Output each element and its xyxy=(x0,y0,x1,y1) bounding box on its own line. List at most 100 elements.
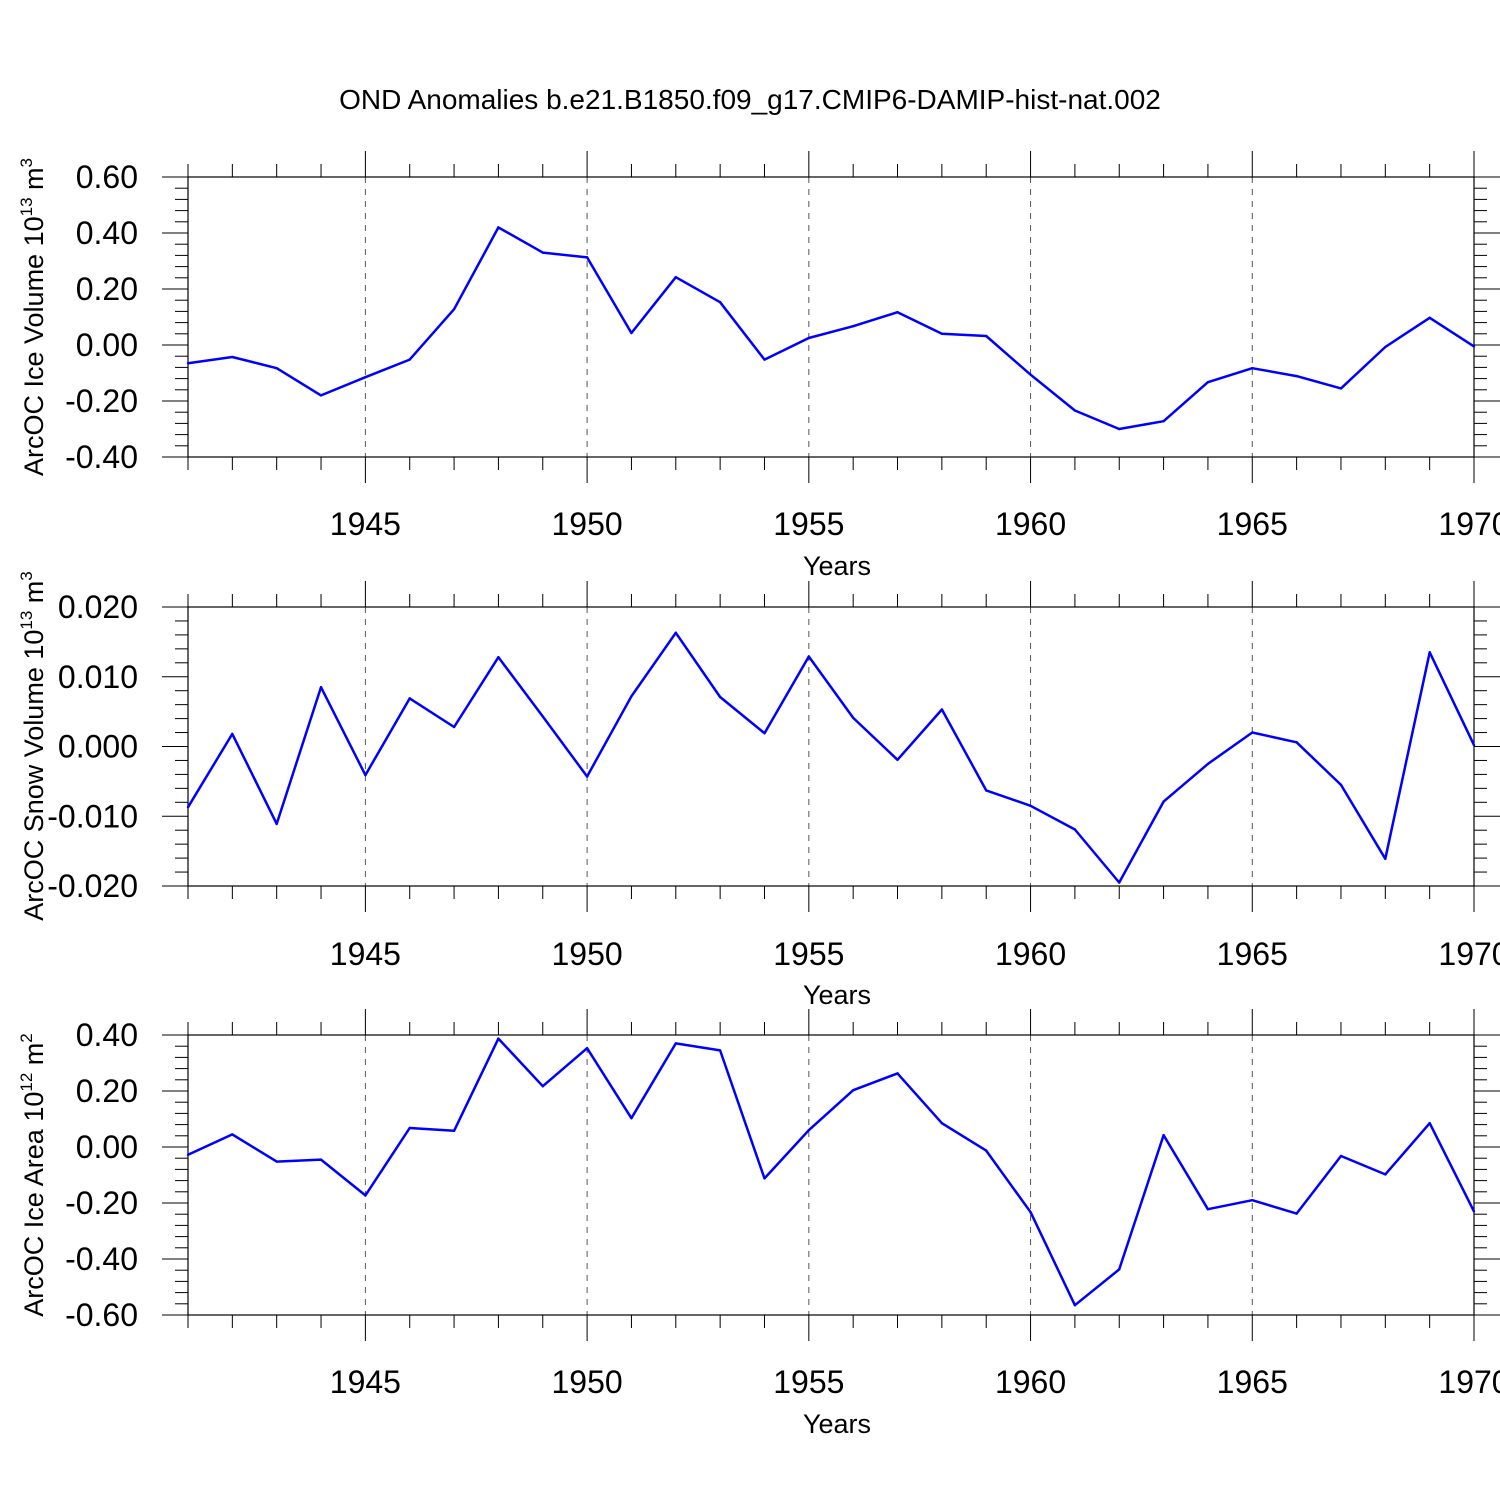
data-point xyxy=(940,332,944,335)
y-tick-label: 0.00 xyxy=(76,1129,138,1165)
data-point xyxy=(186,805,190,809)
data-point xyxy=(763,732,766,735)
data-point xyxy=(1384,857,1387,860)
data-point xyxy=(364,773,367,777)
x-axis-title: Years xyxy=(803,980,871,1010)
x-tick-label: 1950 xyxy=(552,506,623,542)
data-point xyxy=(896,311,899,314)
data-point xyxy=(408,697,411,700)
data-point xyxy=(763,358,766,361)
data-point xyxy=(186,362,190,365)
data-point xyxy=(497,1037,500,1040)
data-point xyxy=(807,1129,811,1132)
y-tick-label: -0.20 xyxy=(65,383,138,419)
data-point xyxy=(1029,804,1032,807)
data-point xyxy=(319,1158,323,1161)
y-axis-title: ArcOC Snow Volume 1013 m3 xyxy=(17,571,49,921)
data-point xyxy=(1295,1212,1298,1215)
data-point xyxy=(1472,1210,1476,1213)
data-point xyxy=(630,695,633,698)
data-point xyxy=(1339,387,1343,390)
data-point xyxy=(1073,828,1077,831)
data-point xyxy=(1206,762,1210,766)
y-tick-label: -0.20 xyxy=(65,1185,138,1221)
x-axis-title: Years xyxy=(803,551,871,581)
x-tick-label: 1960 xyxy=(995,1364,1066,1400)
data-point xyxy=(1073,1304,1077,1307)
data-point xyxy=(497,656,500,659)
data-point xyxy=(1162,1134,1165,1137)
data-point xyxy=(985,334,988,338)
y-tick-label: 0.60 xyxy=(76,159,138,195)
data-point xyxy=(541,1085,544,1088)
y-tick-label: -0.010 xyxy=(47,798,138,834)
plot-frame xyxy=(187,176,1475,458)
x-tick-label: 1955 xyxy=(773,1364,844,1400)
data-point xyxy=(940,1122,944,1125)
y-tick-label: -0.40 xyxy=(65,1241,138,1277)
data-point xyxy=(231,355,234,359)
x-tick-label: 1965 xyxy=(1217,936,1288,972)
y-axis-title: ArcOC Ice Volume 1013 m3 xyxy=(17,158,49,476)
data-point xyxy=(896,1072,899,1075)
data-point xyxy=(1162,419,1165,423)
data-point xyxy=(1472,345,1476,348)
x-tick-label: 1960 xyxy=(995,936,1066,972)
snow-volume-panel: -0.020 -0.010 0.000 0.010 0.020 1945 1950 1955 1… xyxy=(17,571,1500,1010)
data-point xyxy=(408,1126,411,1130)
ice-area-panel: -0.60 -0.40 -0.20 0.00 0.20 0.40 1945 1950 1955 1… xyxy=(17,1009,1500,1439)
data-point xyxy=(1251,367,1254,370)
x-tick-label: 1945 xyxy=(330,506,401,542)
data-point xyxy=(452,1129,456,1132)
data-point xyxy=(1118,1268,1121,1271)
x-tick-label: 1965 xyxy=(1217,1364,1288,1400)
data-point xyxy=(364,376,367,379)
y-tick-label: -0.020 xyxy=(47,868,138,904)
y-tick-label: 0.40 xyxy=(76,1017,138,1053)
data-point xyxy=(408,358,411,361)
series-line xyxy=(186,631,1476,884)
x-tick-label: 1945 xyxy=(330,1364,401,1400)
data-point xyxy=(452,307,456,311)
data-point xyxy=(541,251,544,254)
data-point xyxy=(275,822,278,826)
data-point xyxy=(630,331,633,335)
data-point xyxy=(585,256,589,259)
data-point xyxy=(1384,1173,1387,1176)
data-point xyxy=(497,226,500,229)
y-tick-label: 0.010 xyxy=(58,659,138,695)
x-tick-label: 1950 xyxy=(552,1364,623,1400)
data-point xyxy=(1251,1199,1254,1202)
data-point xyxy=(674,276,677,279)
x-tick-label: 1970 xyxy=(1438,936,1500,972)
data-point xyxy=(1428,1122,1431,1125)
data-point xyxy=(940,708,944,711)
series-line xyxy=(187,226,1475,431)
data-point xyxy=(1384,345,1387,349)
data-point xyxy=(1428,316,1431,320)
data-point xyxy=(1339,1154,1343,1158)
data-point xyxy=(630,1116,633,1120)
data-point xyxy=(186,1153,190,1157)
x-tick-label: 1955 xyxy=(773,936,844,972)
data-point xyxy=(851,716,855,720)
series-line xyxy=(187,1037,1476,1307)
data-point xyxy=(541,715,544,718)
data-point xyxy=(1295,374,1298,378)
y-tick-label: 0.020 xyxy=(58,589,138,625)
data-point xyxy=(1162,800,1165,803)
plot-frame xyxy=(187,1034,1475,1316)
data-point xyxy=(1428,651,1431,654)
x-tick-label: 1970 xyxy=(1438,1364,1500,1400)
data-point xyxy=(718,695,722,699)
data-point xyxy=(718,300,722,304)
data-point xyxy=(364,1194,367,1197)
y-tick-label: 0.20 xyxy=(76,271,138,307)
data-point xyxy=(1029,1211,1032,1214)
chart-title: OND Anomalies b.e21.B1850.f09_g17.CMIP6-… xyxy=(339,84,1161,115)
data-point xyxy=(985,1149,988,1152)
data-point xyxy=(807,336,811,340)
data-point xyxy=(231,1133,234,1136)
ice-volume-panel: -0.40 -0.20 0.00 0.20 0.40 0.60 1945 1950 1955 19… xyxy=(17,151,1500,581)
